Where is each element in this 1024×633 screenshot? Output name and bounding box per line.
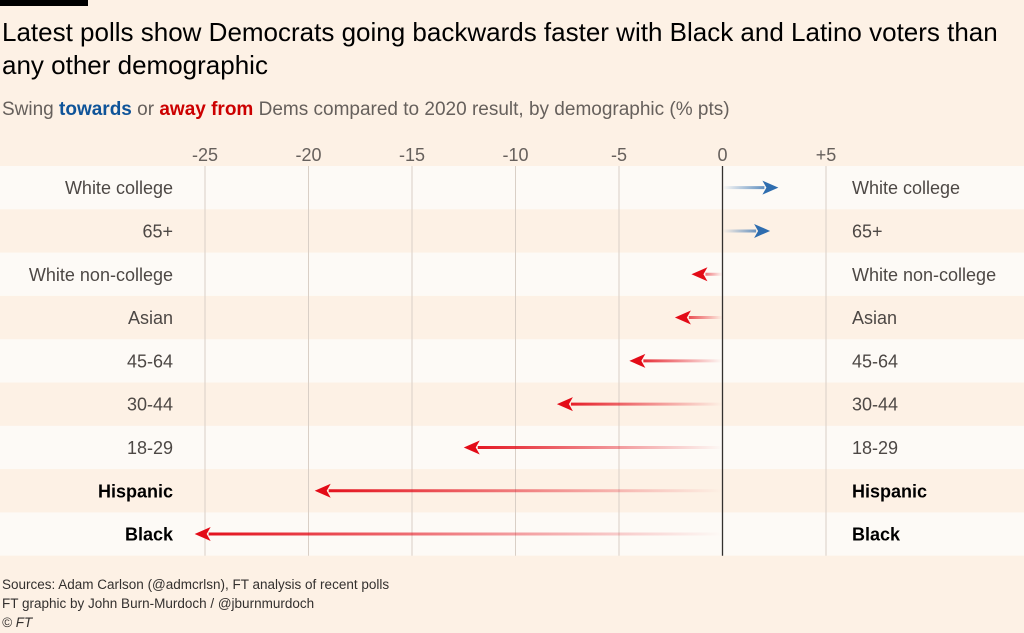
footer-sources: Sources: Adam Carlson (@admcrlsn), FT an… xyxy=(2,577,390,592)
footer: Sources: Adam Carlson (@admcrlsn), FT an… xyxy=(2,575,389,632)
x-tick-label: +5 xyxy=(816,145,837,165)
x-tick-label: -25 xyxy=(192,145,218,165)
category-label-right: White non-college xyxy=(852,265,996,285)
arrow-head xyxy=(194,527,211,542)
left-category-labels: White college 65+ White non-college Asian 45… xyxy=(29,178,174,544)
category-label-left: Black xyxy=(125,525,174,545)
row-band xyxy=(0,339,1024,383)
category-label-right: White college xyxy=(852,178,960,198)
arrow-head xyxy=(314,483,331,498)
arrow-head xyxy=(754,223,771,238)
right-category-labels: White college 65+ White non-college Asian 45… xyxy=(852,178,996,544)
category-label-right: Black xyxy=(852,525,901,545)
category-label-left: 18-29 xyxy=(127,438,173,458)
category-label-right: 45-64 xyxy=(852,351,898,371)
category-label-left: Hispanic xyxy=(98,481,173,501)
category-label-right: 30-44 xyxy=(852,395,898,415)
swing-arrow xyxy=(194,527,723,542)
swing-arrow xyxy=(314,483,723,498)
ft-top-bar xyxy=(0,0,88,6)
swing-arrow xyxy=(691,267,723,282)
row-band xyxy=(0,252,1024,296)
arrows xyxy=(194,180,779,542)
swing-arrow xyxy=(722,223,771,238)
category-label-right: 18-29 xyxy=(852,438,898,458)
chart-title: Latest polls show Democrats going backwa… xyxy=(2,17,998,80)
category-label-left: White college xyxy=(65,178,173,198)
subtitle-mid: or xyxy=(131,99,160,120)
subtitle-post: Dems compared to 2020 result, by demogra… xyxy=(253,99,730,120)
arrow-head xyxy=(691,267,708,282)
arrow-head xyxy=(463,440,480,455)
category-label-right: 65+ xyxy=(852,221,883,241)
swing-arrow xyxy=(556,397,723,412)
x-tick-label: -10 xyxy=(502,145,528,165)
category-label-left: Asian xyxy=(128,308,173,328)
category-label-left: 45-64 xyxy=(127,351,173,371)
category-label-left: 30-44 xyxy=(127,395,173,415)
swing-arrow xyxy=(463,440,723,455)
swing-arrow xyxy=(629,353,723,368)
x-tick-label: -15 xyxy=(399,145,425,165)
subtitle-pre: Swing xyxy=(2,99,60,120)
subtitle-away: away from xyxy=(159,99,254,120)
swing-arrow xyxy=(674,310,723,325)
tick-labels: -25 -20 -15 -10 -5 0 +5 xyxy=(192,145,836,165)
row-bands xyxy=(0,166,1024,556)
subtitle-towards: towards xyxy=(59,99,132,120)
x-tick-label: -5 xyxy=(611,145,627,165)
arrow-head xyxy=(629,353,646,368)
category-label-left: White non-college xyxy=(29,265,173,285)
category-label-left: 65+ xyxy=(142,221,173,241)
footer-copyright: © FT xyxy=(2,615,33,630)
x-tick-label: 0 xyxy=(717,145,727,165)
arrow-head xyxy=(762,180,779,195)
row-band xyxy=(0,166,1024,210)
x-tick-label: -20 xyxy=(295,145,321,165)
arrow-head xyxy=(674,310,691,325)
swing-arrow xyxy=(722,180,779,195)
footer-credit: FT graphic by John Burn-Murdoch / @jburn… xyxy=(2,596,315,611)
category-label-right: Hispanic xyxy=(852,481,927,501)
arrow-head xyxy=(556,397,573,412)
category-label-right: Asian xyxy=(852,308,897,328)
chart-subtitle: Swing towards or away from Dems compared… xyxy=(2,99,730,121)
